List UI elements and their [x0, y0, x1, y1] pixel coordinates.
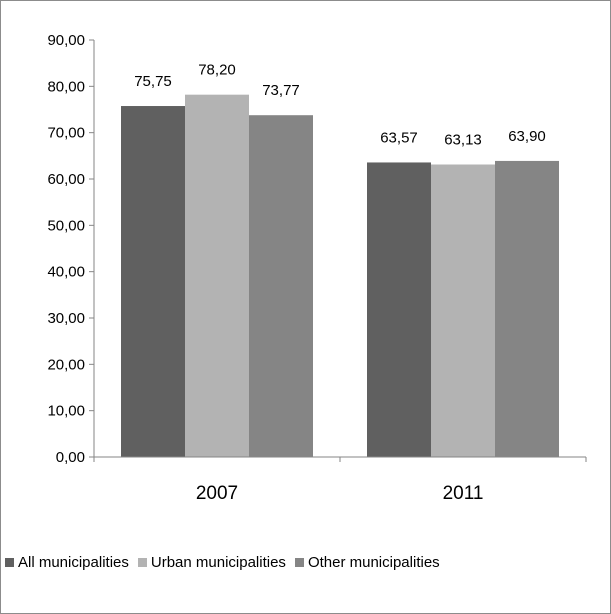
y-tick-label: 10,00 [47, 403, 85, 420]
y-tick-label: 0,00 [56, 449, 85, 466]
y-tick-label: 90,00 [47, 32, 85, 49]
x-category-label: 2007 [196, 483, 238, 504]
y-tick-label: 70,00 [47, 125, 85, 142]
y-tick-label: 20,00 [47, 356, 85, 373]
data-label: 63,57 [380, 129, 418, 146]
data-label: 63,90 [508, 128, 546, 145]
x-category-label: 2011 [443, 483, 484, 504]
bar [431, 164, 495, 457]
y-tick-label: 40,00 [47, 264, 85, 281]
legend-item: Urban municipalities [137, 553, 286, 571]
bar [249, 115, 313, 457]
legend-swatch [137, 557, 147, 567]
legend-swatch [5, 557, 14, 567]
data-label: 78,20 [198, 62, 236, 79]
y-tick-label: 80,00 [47, 78, 85, 95]
bar [495, 160, 559, 457]
legend-item: All municipalities [5, 554, 129, 571]
data-label: 63,13 [444, 131, 482, 148]
y-tick-label: 60,00 [47, 171, 85, 188]
bar [367, 162, 431, 458]
bar [185, 94, 249, 457]
y-tick-label: 30,00 [47, 310, 85, 327]
legend-swatch [294, 557, 304, 567]
data-label: 73,77 [262, 82, 300, 99]
legend-label: Urban municipalities [150, 553, 286, 571]
legend-item: Other municipalities [294, 553, 440, 571]
bar [121, 106, 185, 458]
legend-label: All municipalities [18, 553, 129, 571]
data-label: 75,75 [134, 73, 172, 90]
y-tick-label: 50,00 [47, 217, 85, 234]
chart-legend: All municipalities Urban municipalities Ot… [5, 551, 610, 573]
legend-label: Other municipalities [307, 553, 440, 571]
